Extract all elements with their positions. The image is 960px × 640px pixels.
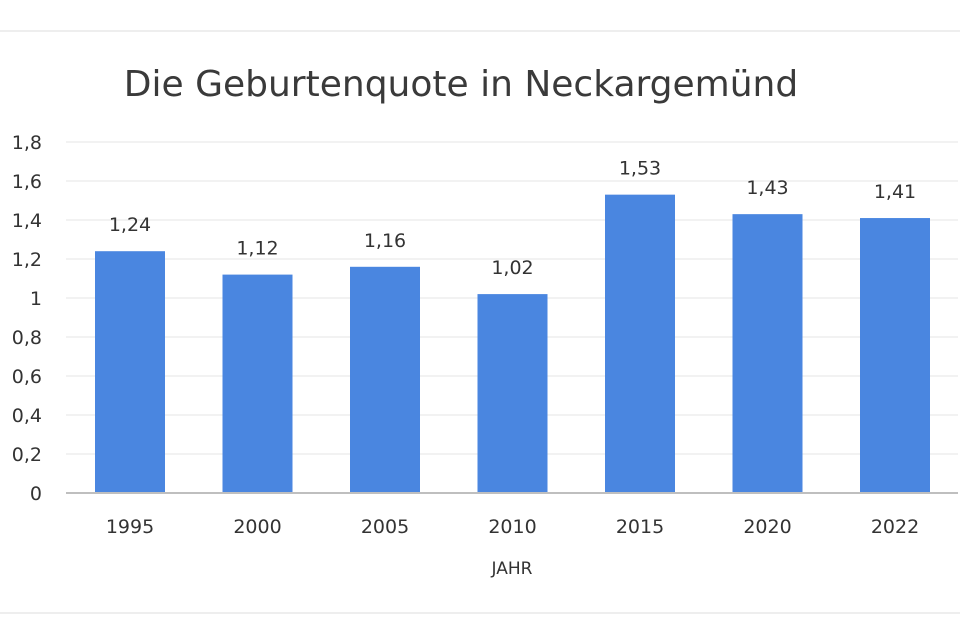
bar-2000 [222, 274, 293, 493]
y-tick-label: 1,6 [12, 171, 42, 193]
x-tick-label-2015: 2015 [616, 516, 664, 538]
data-label-2000: 1,12 [236, 238, 278, 260]
y-tick-label: 0 [30, 483, 42, 505]
bar-2010 [477, 294, 548, 493]
y-tick-label: 0,2 [12, 444, 42, 466]
x-tick-label-2010: 2010 [488, 516, 536, 538]
y-tick-label: 0,4 [12, 405, 42, 427]
data-label-2015: 1,53 [619, 158, 661, 180]
chart-title: Die Geburtenquote in Neckargemünd [124, 64, 798, 105]
data-label-2005: 1,16 [364, 230, 406, 252]
x-tick-label-2000: 2000 [233, 516, 281, 538]
y-tick-label: 0,6 [12, 366, 42, 388]
bar-2015 [605, 194, 675, 493]
x-tick-label-1995: 1995 [106, 516, 154, 538]
y-tick-label: 1,2 [12, 249, 42, 271]
bars [95, 194, 930, 494]
y-tick-label: 1,4 [12, 210, 42, 232]
data-label-2022: 1,41 [874, 181, 916, 203]
x-axis-ticks: 1995 2000 2005 2010 2015 2020 2022 [106, 516, 919, 538]
data-labels: 1,24 1,12 1,16 1,02 1,53 1,43 1,41 [109, 158, 916, 279]
x-tick-label-2020: 2020 [743, 516, 791, 538]
bar-2005 [350, 266, 420, 493]
x-tick-label-2005: 2005 [361, 516, 409, 538]
y-axis-ticks: 0 0,2 0,4 0,6 0,8 1 1,2 1,4 1,6 1,8 [12, 132, 42, 505]
y-tick-label: 0,8 [12, 327, 42, 349]
x-tick-label-2022: 2022 [871, 516, 919, 538]
y-tick-label: 1 [30, 288, 42, 310]
data-label-2020: 1,43 [746, 177, 788, 199]
y-tick-label: 1,8 [12, 132, 42, 154]
bar-2022 [860, 218, 930, 494]
x-axis-title: JAHR [491, 559, 533, 579]
data-label-2010: 1,02 [491, 257, 533, 279]
data-label-1995: 1,24 [109, 214, 151, 236]
bar-1995 [95, 251, 165, 493]
bar-2020 [732, 214, 803, 493]
